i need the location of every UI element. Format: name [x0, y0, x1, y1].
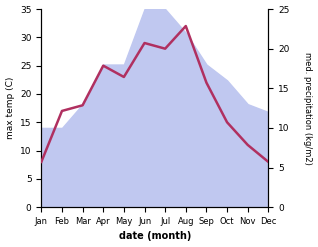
X-axis label: date (month): date (month) — [119, 231, 191, 242]
Y-axis label: med. precipitation (kg/m2): med. precipitation (kg/m2) — [303, 52, 313, 165]
Y-axis label: max temp (C): max temp (C) — [5, 77, 15, 139]
